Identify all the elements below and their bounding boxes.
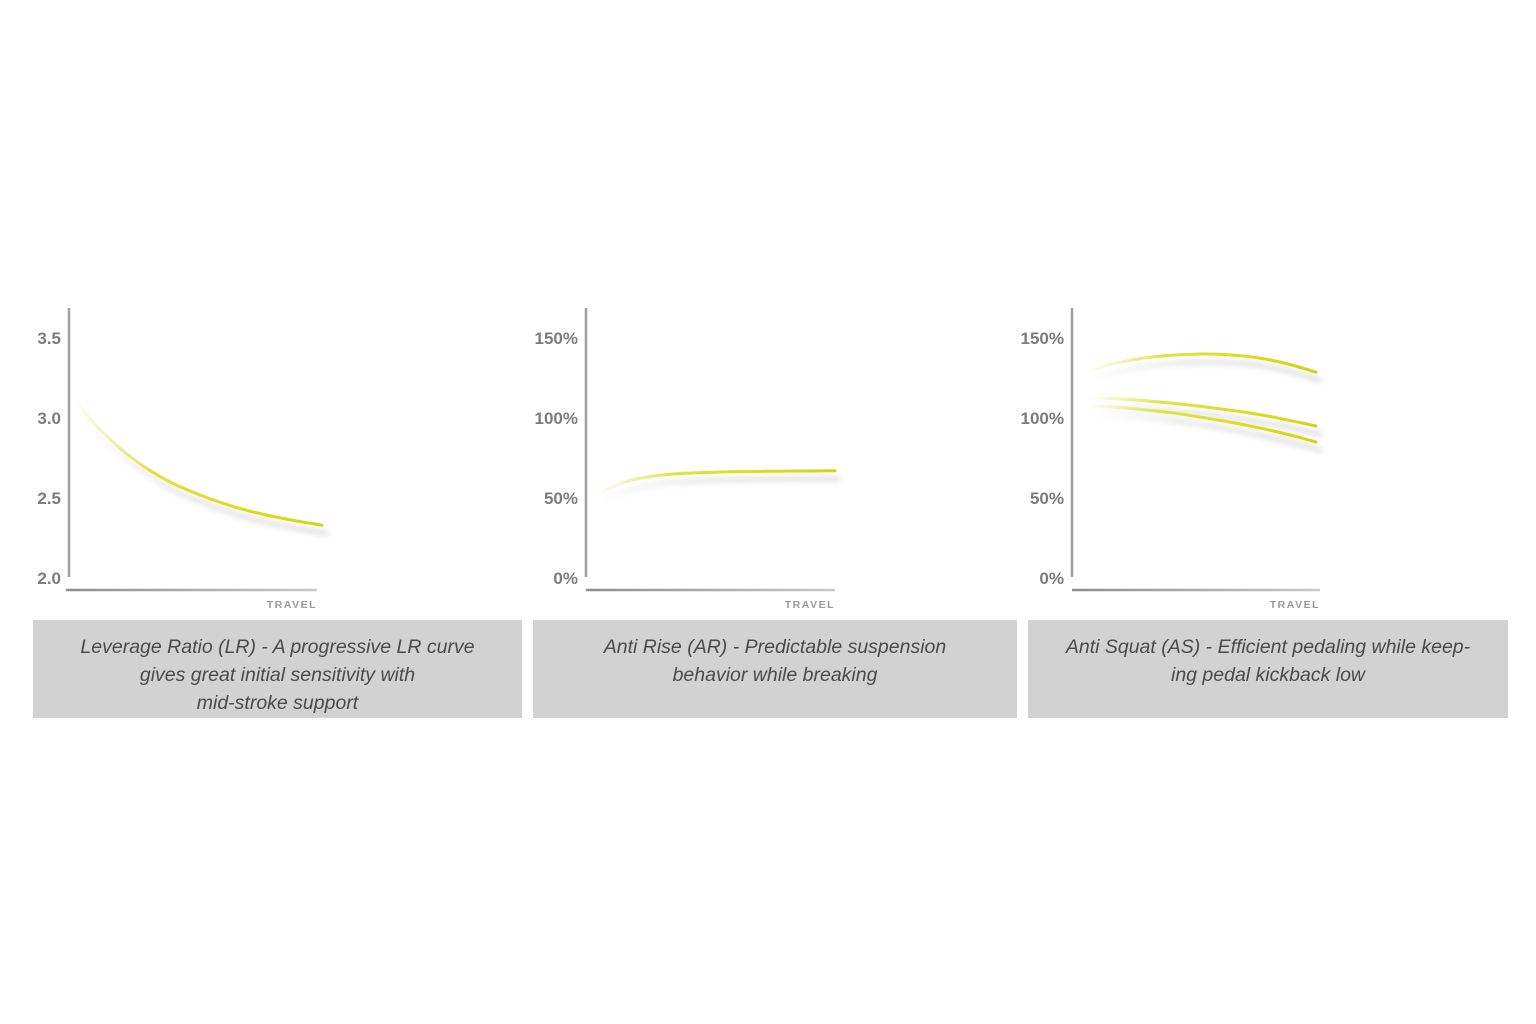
- y-tick-label: 50%: [544, 489, 578, 508]
- caption-line: ing pedal kickback low: [1170, 664, 1366, 686]
- anti-rise-plot: 150% 100% 50% 0% TRAVEL: [535, 308, 841, 611]
- series-path: [597, 469, 837, 495]
- caption-line: gives great initial sensitivity with: [139, 664, 416, 686]
- series-path: [75, 402, 324, 527]
- series-path: [1090, 352, 1318, 374]
- series-path: [1090, 396, 1318, 428]
- y-tick-label: 100%: [535, 409, 578, 428]
- chart-anti-squat: 150% 100% 50% 0% TRAVEL: [1015, 300, 1345, 615]
- series-path: [1090, 404, 1318, 444]
- series-shadow: [601, 476, 841, 504]
- caption-anti-squat: Anti Squat (AS) - Efficient pedaling whi…: [1028, 620, 1508, 718]
- caption-line: behavior while breaking: [672, 664, 878, 686]
- x-axis-label: TRAVEL: [267, 599, 317, 611]
- caption-line: Anti Rise (AR) - Predictable suspension: [603, 636, 947, 658]
- y-tick-label: 0%: [553, 569, 578, 588]
- caption-line: Anti Squat (AS) - Efficient pedaling whi…: [1065, 636, 1471, 658]
- chart-leverage-ratio: 3.5 3.0 2.5 2.0 TRAVEL: [30, 300, 360, 615]
- leverage-ratio-plot: 3.5 3.0 2.5 2.0 TRAVEL: [37, 308, 328, 611]
- caption-leverage-ratio: Leverage Ratio (LR) - A progressive LR c…: [33, 620, 522, 718]
- y-tick-label: 0%: [1039, 569, 1064, 588]
- caption-line: Leverage Ratio (LR) - A progressive LR c…: [80, 636, 475, 658]
- y-tick-label: 150%: [1021, 329, 1064, 348]
- y-tick-label: 50%: [1030, 489, 1064, 508]
- caption-anti-rise: Anti Rise (AR) - Predictable suspension …: [533, 620, 1017, 718]
- y-tick-label: 3.0: [37, 409, 61, 428]
- series-shadow: [79, 409, 328, 536]
- y-tick-label: 2.5: [37, 489, 61, 508]
- caption-line: mid-stroke support: [196, 692, 359, 714]
- series-shadow: [1094, 412, 1322, 452]
- y-tick-label: 2.0: [37, 569, 61, 588]
- series-shadow: [1094, 359, 1322, 383]
- x-axis-label: TRAVEL: [785, 599, 835, 611]
- x-axis-label: TRAVEL: [1270, 599, 1320, 611]
- anti-squat-plot: 150% 100% 50% 0% TRAVEL: [1021, 308, 1322, 611]
- y-tick-label: 100%: [1021, 409, 1064, 428]
- y-tick-label: 150%: [535, 329, 578, 348]
- chart-anti-rise: 150% 100% 50% 0% TRAVEL: [530, 300, 860, 615]
- y-tick-label: 3.5: [37, 329, 61, 348]
